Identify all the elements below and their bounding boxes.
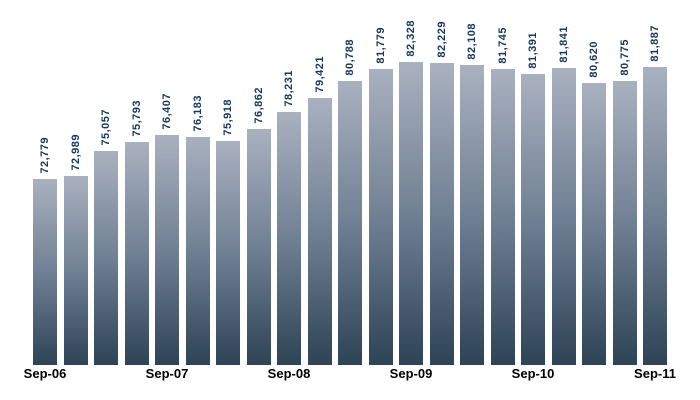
bar [125,142,149,365]
bar-value-label: 76,407 [160,93,173,130]
bar [582,83,606,365]
bar [552,68,576,365]
bar-value-label: 82,229 [435,21,448,58]
x-axis-tick-label: Sep-07 [145,366,189,381]
bar-value-label: 75,918 [221,99,234,136]
bar [33,179,57,365]
x-axis-tick-label: Sep-10 [511,366,555,381]
bar [613,81,637,365]
bar-value-label: 72,989 [69,134,82,171]
bar [338,81,362,365]
bar-value-label: 75,057 [99,109,112,146]
bar-value-label: 80,788 [343,39,356,76]
bar-value-label: 75,793 [130,100,143,137]
bar [491,69,515,365]
bar [308,98,332,365]
bar [216,141,240,365]
bar [643,67,667,365]
bar [64,176,88,365]
bar [155,135,179,365]
bar-value-label: 81,391 [526,32,539,69]
bar-value-label: 80,775 [618,39,631,76]
bar-value-label: 82,328 [404,20,417,57]
x-axis-tick-label: Sep-06 [23,366,67,381]
x-axis-tick-label: Sep-09 [389,366,433,381]
bar [277,112,301,365]
x-axis-tick-label: Sep-11 [634,366,676,381]
bar-value-label: 72,779 [38,137,51,174]
bar [399,62,423,365]
bar-value-label: 81,887 [648,25,661,62]
bar-value-label: 76,862 [252,87,265,124]
x-axis-tick-label: Sep-08 [267,366,311,381]
bar [94,151,118,365]
bar-value-label: 81,779 [374,27,387,64]
bar-value-label: 81,745 [496,27,509,64]
bar [521,74,545,365]
bar [460,65,484,365]
bar [186,137,210,365]
bar [247,129,271,365]
bar-value-label: 80,620 [587,41,600,78]
bar-value-label: 82,108 [465,23,478,60]
bar [369,69,393,365]
bar-value-label: 79,421 [313,56,326,93]
bar-value-label: 76,183 [191,95,204,132]
bar-value-label: 81,841 [557,26,570,63]
bar-value-label: 78,231 [282,70,295,107]
bar [430,63,454,365]
